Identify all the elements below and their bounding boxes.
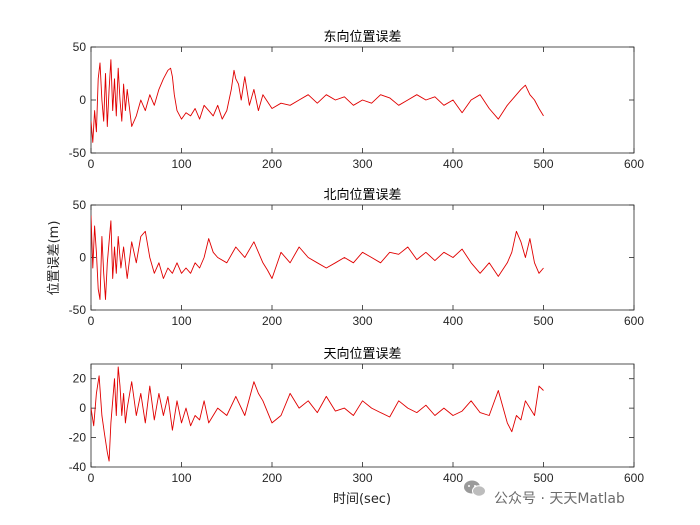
y-tick-label: 0 — [79, 251, 86, 265]
y-tick-label: 20 — [73, 372, 87, 386]
subplot-title: 东向位置误差 — [323, 29, 401, 45]
watermark-text: 公众号 · 天天Matlab — [494, 491, 625, 507]
watermark: 公众号 · 天天Matlab — [464, 480, 625, 507]
y-tick-label: 50 — [73, 40, 87, 54]
x-tick-label: 600 — [624, 157, 644, 171]
x-tick-label: 0 — [88, 314, 95, 328]
series-line-1 — [91, 366, 544, 462]
subplot-title: 北向位置误差 — [323, 187, 401, 203]
y-tick-label: 0 — [79, 401, 86, 415]
axes-box — [90, 363, 635, 468]
x-tick-label: 500 — [533, 314, 553, 328]
x-tick-label: 500 — [533, 471, 553, 485]
x-tick-label: 200 — [262, 157, 282, 171]
x-tick-label: 400 — [443, 471, 463, 485]
series-line-1 — [91, 215, 544, 300]
x-tick-label: 600 — [624, 314, 644, 328]
y-tick-label: -40 — [69, 460, 87, 474]
x-tick-label: 0 — [88, 471, 95, 485]
x-tick-label: 200 — [262, 471, 282, 485]
x-tick-label: 400 — [443, 157, 463, 171]
x-tick-label: 400 — [443, 314, 463, 328]
x-tick-label: 300 — [352, 471, 372, 485]
x-tick-label: 600 — [624, 471, 644, 485]
series-line-1 — [91, 59, 544, 143]
x-tick-label: 200 — [262, 314, 282, 328]
x-tick-label: 300 — [352, 157, 372, 171]
x-tick-label: 100 — [171, 157, 191, 171]
y-tick-label: -50 — [69, 146, 87, 160]
x-axis-label: 时间(sec) — [333, 492, 391, 507]
y-axis-label: 位置误差(m) — [47, 221, 62, 296]
y-tick-label: 50 — [73, 198, 87, 212]
x-tick-label: 500 — [533, 157, 553, 171]
subplot-3: 天向位置误差 0 100 200 300 400 500 600 -40 -20 0 20 — [69, 346, 645, 485]
x-tick-label: 300 — [352, 314, 372, 328]
x-tick-label: 100 — [171, 314, 191, 328]
y-tick-label: 0 — [79, 93, 86, 107]
axes-box — [90, 204, 635, 311]
x-tick-label: 100 — [171, 471, 191, 485]
y-tick-label: -20 — [69, 431, 87, 445]
wechat-icon — [464, 480, 486, 497]
y-tick-label: -50 — [69, 303, 87, 317]
subplot-title: 天向位置误差 — [323, 346, 401, 362]
x-tick-label: 0 — [88, 157, 95, 171]
